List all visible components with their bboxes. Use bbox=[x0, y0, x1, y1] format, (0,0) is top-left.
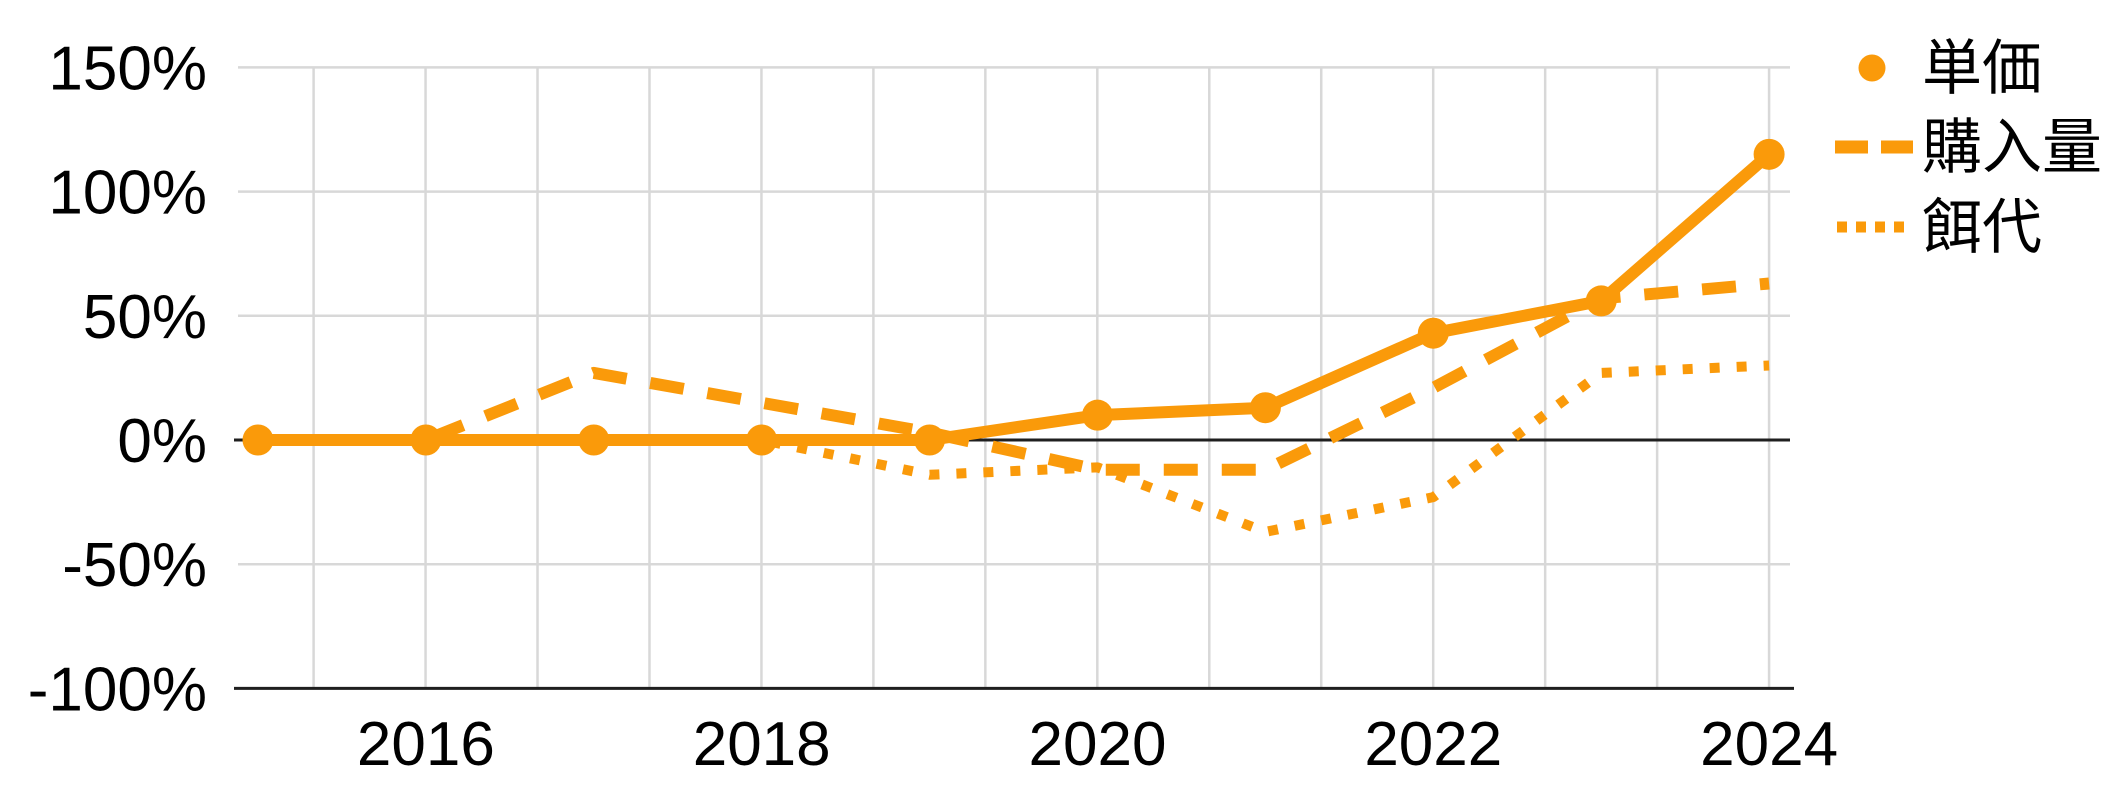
series-line-dashed bbox=[258, 277, 1770, 476]
x-tick-label: 2020 bbox=[1029, 710, 1167, 779]
y-tick-label: 100% bbox=[48, 159, 207, 228]
legend-dot-marker bbox=[1858, 54, 1886, 82]
data-point-marker bbox=[578, 424, 610, 456]
data-point-marker bbox=[746, 424, 778, 456]
legend-item-label: 単価 bbox=[1922, 35, 2042, 102]
series-line-solid bbox=[258, 149, 1774, 446]
data-point-marker bbox=[1585, 285, 1617, 317]
data-point-marker bbox=[410, 424, 442, 456]
y-tick-label: -100% bbox=[28, 655, 207, 724]
y-tick-label: -50% bbox=[62, 531, 207, 600]
data-point-marker bbox=[1082, 399, 1113, 431]
y-tick-label: 50% bbox=[83, 283, 207, 352]
series-lines bbox=[242, 138, 1785, 537]
x-tick-label: 2022 bbox=[1364, 710, 1502, 779]
data-point-marker bbox=[1249, 392, 1281, 424]
x-tick-label: 2024 bbox=[1700, 710, 1838, 779]
x-axis-labels: 2016 2018 2020 2022 2024 bbox=[357, 710, 1838, 779]
legend-item-label: 購入量 bbox=[1922, 114, 2102, 181]
data-point-marker bbox=[1417, 317, 1449, 349]
y-axis-labels: 150% 100% 50% 0% -50% -100% bbox=[28, 34, 207, 724]
data-point-marker bbox=[1753, 138, 1785, 170]
y-tick-label: 0% bbox=[117, 407, 207, 476]
x-tick-label: 2018 bbox=[693, 710, 831, 779]
y-tick-label: 150% bbox=[48, 34, 207, 103]
gridlines bbox=[238, 66, 1790, 689]
x-tick-label: 2016 bbox=[357, 710, 495, 779]
data-point-marker bbox=[914, 424, 946, 456]
legend-item-label: 餌代 bbox=[1922, 194, 2042, 261]
data-point-marker bbox=[242, 424, 274, 456]
